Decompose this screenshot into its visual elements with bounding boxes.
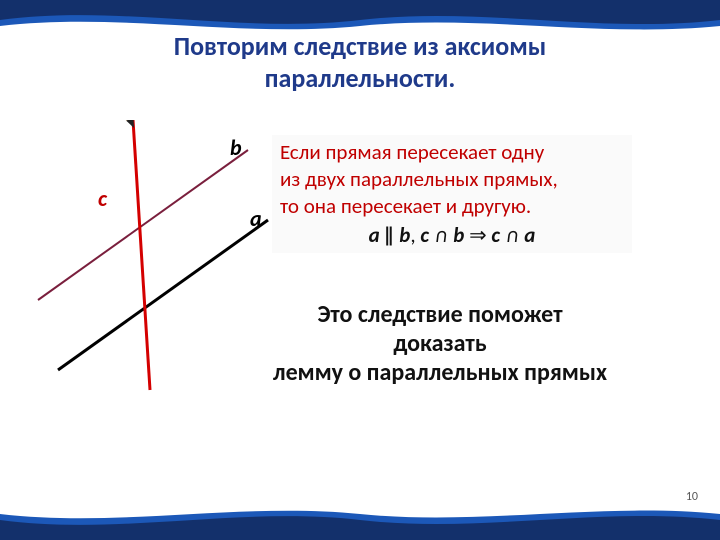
math-ca: c ∩ a (491, 222, 535, 248)
slide-title: Повторим следствие из аксиомы параллельн… (0, 30, 720, 94)
title-line1: Повторим следствие из аксиомы (174, 30, 547, 62)
line-c (133, 120, 150, 390)
theorem-line1: Если прямая пересекает одну (280, 139, 544, 165)
theorem-text: Если прямая пересекает одну из двух пара… (272, 135, 632, 253)
conclusion-line1: Это следствие поможет (317, 300, 562, 329)
border-top (0, 0, 720, 34)
theorem-math: a ‖ b, c ∩ b ⇒ c ∩ a (280, 222, 624, 249)
slide: Повторим следствие из аксиомы параллельн… (0, 0, 720, 540)
math-mid: , (410, 222, 420, 248)
label-b: b (230, 134, 242, 161)
conclusion-line2: доказать (393, 329, 486, 358)
title-line2: параллельности. (265, 62, 456, 94)
conclusion-line3: лемму о параллельных прямых (273, 358, 607, 387)
theorem-line3: то она пересекает и другую. (280, 193, 531, 219)
math-arrow: ⇒ (464, 222, 491, 248)
label-c: c (98, 185, 107, 212)
page-number: 10 (686, 490, 698, 504)
theorem-line2: из двух параллельных прямых, (280, 166, 558, 192)
conclusion-text: Это следствие поможет доказать лемму о п… (190, 300, 690, 387)
label-a: a (250, 205, 262, 232)
border-bottom (0, 506, 720, 540)
math-cb: c ∩ b (420, 222, 464, 248)
math-ab: a ‖ b (369, 222, 411, 248)
